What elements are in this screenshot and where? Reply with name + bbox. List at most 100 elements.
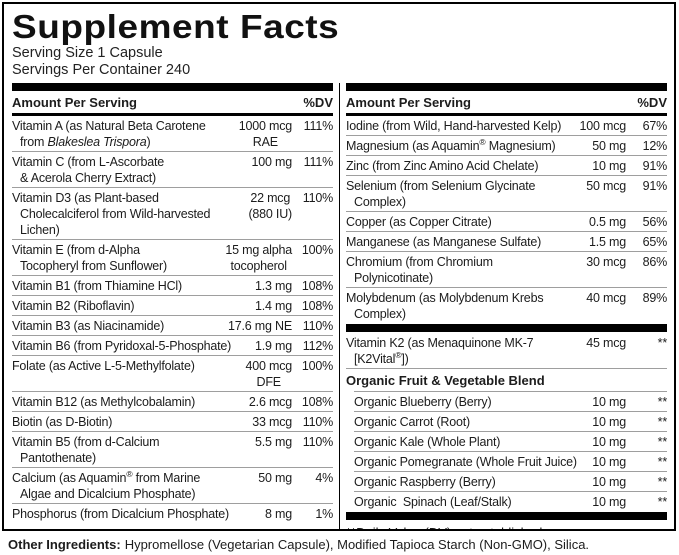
servings-per-container-line: Servings Per Container 240: [12, 62, 191, 78]
nutrient-row: Zinc (from Zinc Amino Acid Chelate) 10 mg…: [346, 155, 667, 175]
nutrient-amount: 10 mg: [592, 415, 626, 429]
nutrient-dv: 110%: [302, 319, 333, 333]
nutrient-dv: **: [657, 435, 668, 449]
section-bar-top-left: [12, 83, 333, 91]
nutrient-dv: 4%: [315, 471, 333, 485]
nutrient-row: Selenium (from Selenium Glycinate Comple…: [346, 175, 667, 211]
nutrient-dv: 112%: [302, 339, 333, 353]
nutrient-amount: 1.9 mg: [254, 339, 292, 353]
nutrient-amount: 45 mcg: [586, 336, 626, 350]
nutrient-name: Folate (as Active L-5-Methylfolate): [12, 359, 195, 373]
nutrient-name: Vitamin B3 (as Niacinamide): [12, 319, 165, 333]
section-bar-k2: [346, 324, 667, 332]
right-nutrient-rows: Iodine (from Wild, Hand-harvested Kelp) 1…: [346, 116, 667, 323]
nutrient-row: Manganese (as Manganese Sulfate) 1.5 mg 65…: [346, 231, 667, 251]
nutrient-name: Organic Raspberry (Berry): [354, 475, 496, 489]
other-ingredients-text: Hypromellose (Vegetarian Capsule), Modif…: [124, 537, 590, 552]
nutrient-amount: 30 mcg: [586, 255, 626, 269]
nutrient-dv: **: [657, 495, 668, 509]
nutrient-amount: 10 mg: [592, 455, 626, 469]
nutrient-name: Vitamin D3 (as Plant-based Cholecalcifer…: [12, 191, 211, 237]
nutrient-dv: 100%: [301, 359, 333, 373]
nutrient-row: Magnesium (as Aquamin® Magnesium) 50 mg 12…: [346, 135, 667, 155]
nutrient-name: Copper (as Copper Citrate): [346, 215, 492, 229]
nutrient-amount: 17.6 mg NE: [227, 319, 292, 333]
nutrient-dv: 89%: [642, 291, 668, 305]
nutrient-name: Vitamin A (as Natural Beta Carotene from…: [12, 119, 206, 149]
nutrient-amount: 10 mg: [592, 395, 626, 409]
nutrient-row: Copper (as Copper Citrate) 0.5 mg 56%: [346, 211, 667, 231]
dv-footnote: **Daily Value (DV) not established.: [346, 521, 667, 529]
serving-size-line: Serving Size 1 Capsule: [12, 45, 163, 61]
right-column-header: Amount Per Serving %DV: [346, 91, 667, 116]
nutrient-row: Vitamin B12 (as Methylcobalamin) 2.6 mcg 1…: [12, 391, 333, 411]
nutrient-dv: 65%: [642, 235, 668, 249]
nutrient-dv: **: [657, 415, 668, 429]
nutrient-amount: 8 mg: [265, 507, 292, 521]
nutrient-dv: 110%: [302, 435, 333, 449]
nutrient-row: Organic Blueberry (Berry) 10 mg **: [354, 391, 667, 411]
nutrient-name: Molybdenum (as Molybdenum Krebs Complex): [346, 291, 544, 321]
facts-columns: Amount Per Serving %DV Vitamin A (as Nat…: [12, 83, 667, 529]
nutrient-amount: 1.5 mg: [588, 235, 626, 249]
nutrient-row: Biotin (as D-Biotin) 33 mcg 110%: [12, 411, 333, 431]
nutrient-dv: 67%: [642, 119, 668, 133]
vitamin-k2-row-group: Vitamin K2 (as Menaquinone MK-7 [K2Vital…: [346, 333, 667, 368]
nutrient-amount: 33 mcg: [252, 415, 292, 429]
percent-dv-label: %DV: [637, 95, 667, 110]
nutrient-dv: 86%: [642, 255, 668, 269]
nutrient-name: Calcium (as Aquamin® from Marine Algae a…: [12, 468, 201, 501]
nutrient-dv: 56%: [642, 215, 668, 229]
column-divider: [339, 83, 340, 529]
nutrient-name: Vitamin B5 (from d-Calcium Pantothenate): [12, 435, 160, 465]
percent-dv-label: %DV: [303, 95, 333, 110]
nutrient-row: Phosphorus (from Dicalcium Phosphate) 8 m…: [12, 503, 333, 523]
nutrient-amount: 1.3 mg: [254, 279, 292, 293]
left-column: Amount Per Serving %DV Vitamin A (as Nat…: [12, 83, 333, 529]
nutrient-row: Vitamin C (from L-Ascorbate & Acerola Ch…: [12, 151, 333, 187]
nutrient-amount: 1.4 mg: [254, 299, 292, 313]
nutrient-amount: 400 mcg DFE: [245, 359, 292, 389]
nutrient-amount: 10 mg: [592, 159, 626, 173]
nutrient-dv: 91%: [642, 179, 668, 193]
left-column-header: Amount Per Serving %DV: [12, 91, 333, 116]
nutrient-row: Vitamin B3 (as Niacinamide) 17.6 mg NE 110…: [12, 315, 333, 335]
nutrient-dv: 108%: [301, 395, 333, 409]
nutrient-amount: 10 mg: [592, 435, 626, 449]
nutrient-name: Vitamin B1 (from Thiamine HCl): [12, 279, 182, 293]
blend-header: Organic Fruit & Vegetable Blend: [346, 368, 667, 391]
nutrient-dv: **: [657, 336, 668, 350]
nutrient-name: Vitamin B2 (Riboflavin): [12, 299, 135, 313]
nutrient-amount: 5.5 mg: [254, 435, 292, 449]
nutrient-row: Vitamin E (from d-Alpha Tocopheryl from …: [12, 239, 333, 275]
nutrient-row: Organic Carrot (Root) 10 mg **: [354, 411, 667, 431]
nutrient-dv: **: [657, 395, 668, 409]
supplement-facts-panel: Supplement Facts Serving Size 1 Capsule …: [2, 2, 676, 531]
other-ingredients: Other Ingredients: Hypromellose (Vegetari…: [8, 537, 589, 552]
nutrient-amount: 50 mcg: [586, 179, 626, 193]
blend-rows: Organic Blueberry (Berry) 10 mg ** Organic …: [346, 391, 667, 511]
nutrient-row: Organic Pomegranate (Whole Fruit Juice) 1…: [354, 451, 667, 471]
nutrient-dv: 108%: [301, 299, 333, 313]
nutrient-dv: 1%: [315, 507, 333, 521]
nutrient-dv: 100%: [301, 243, 333, 257]
nutrient-row: Calcium (as Aquamin® from Marine Algae a…: [12, 467, 333, 503]
nutrient-dv: **: [657, 475, 668, 489]
nutrient-name: Manganese (as Manganese Sulfate): [346, 235, 542, 249]
nutrient-row: Organic Spinach (Leaf/Stalk) 10 mg **: [354, 491, 667, 511]
nutrient-name: Selenium (from Selenium Glycinate Comple…: [346, 179, 536, 209]
nutrient-name: Organic Blueberry (Berry): [354, 395, 492, 409]
nutrient-name: Vitamin B6 (from Pyridoxal-5-Phosphate): [12, 339, 232, 353]
nutrient-amount: 15 mg alpha tocopherol: [225, 243, 292, 273]
nutrient-amount: 0.5 mg: [588, 215, 626, 229]
nutrient-dv: 91%: [642, 159, 668, 173]
nutrient-row: Vitamin B2 (Riboflavin) 1.4 mg 108%: [12, 295, 333, 315]
nutrient-amount: 1000 mcg RAE: [238, 119, 292, 149]
left-nutrient-rows: Vitamin A (as Natural Beta Carotene from…: [12, 116, 333, 523]
nutrient-row: Vitamin B6 (from Pyridoxal-5-Phosphate) 1…: [12, 335, 333, 355]
other-ingredients-label: Other Ingredients:: [8, 537, 121, 552]
nutrient-amount: 10 mg: [592, 475, 626, 489]
nutrient-name: Vitamin E (from d-Alpha Tocopheryl from …: [12, 243, 167, 273]
nutrient-amount: 2.6 mcg: [248, 395, 292, 409]
amount-per-serving-label: Amount Per Serving: [346, 95, 471, 110]
